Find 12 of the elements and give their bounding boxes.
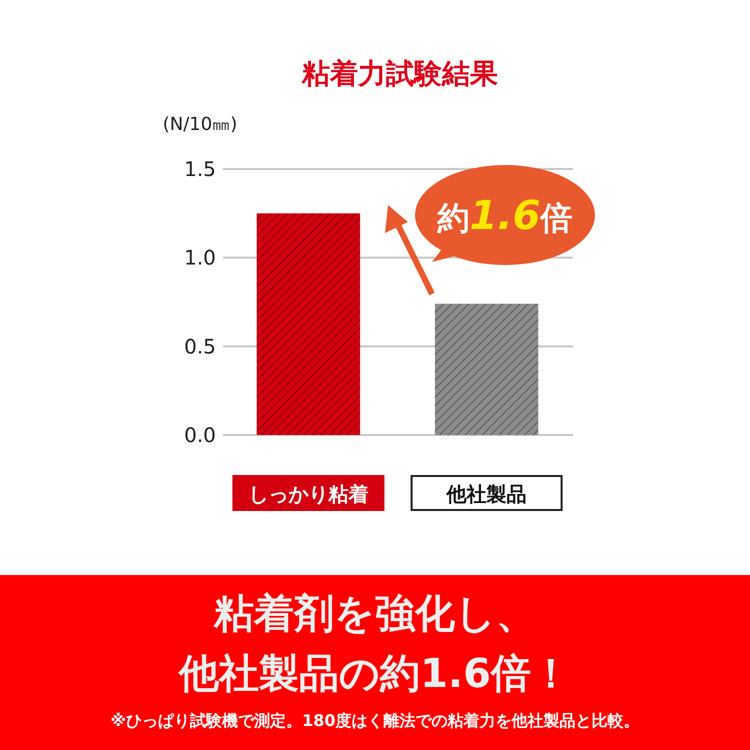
x-tick-label: 他社製品 — [446, 482, 527, 506]
y-tick-label: 0.0 — [184, 423, 216, 447]
y-tick-label: 1.5 — [184, 157, 216, 181]
y-tick-label: 1.0 — [184, 246, 216, 270]
chart-title: 粘着力試験結果 — [301, 57, 498, 90]
y-tick-label: 0.5 — [184, 334, 216, 358]
x-tick-label: しっかり粘着 — [248, 482, 368, 506]
annotation: 約1.6倍 — [436, 193, 572, 239]
y-axis-title: (N/10㎜) — [162, 114, 238, 135]
text: 他社製品の約1.6倍！ — [177, 651, 571, 697]
text: ※ひっぱり試験機で測定。180度はく離法での粘着力を他社製品と比較。 — [110, 711, 640, 730]
text: 粘着剤を強化し、 — [213, 591, 536, 637]
